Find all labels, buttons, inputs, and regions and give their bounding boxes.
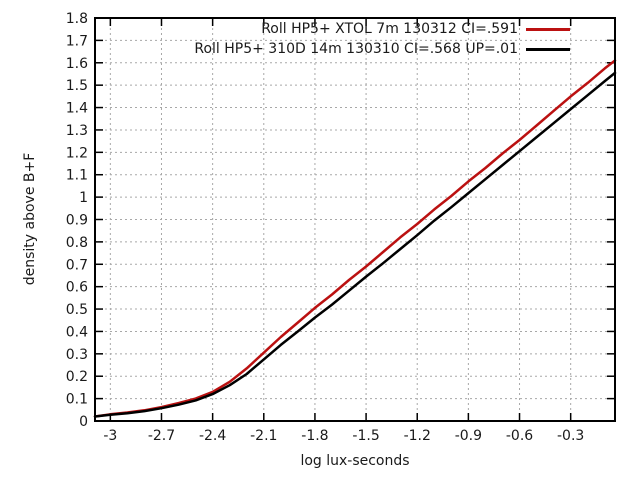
- svg-text:-0.3: -0.3: [557, 428, 584, 444]
- svg-text:-1.2: -1.2: [404, 428, 431, 444]
- svg-text:-1.8: -1.8: [301, 428, 328, 444]
- plot-border: [94, 17, 616, 422]
- legend-entry-black: Roll HP5+ 310D 14m 130310 CI=.568 UP=.01: [194, 39, 570, 59]
- svg-text:-0.9: -0.9: [455, 428, 482, 444]
- svg-text:1.6: 1.6: [66, 56, 88, 72]
- x-tick-labels: -3 -2.7 -2.4 -2.1 -1.8 -1.5 -1.2 -0.9 -0.6 -0.3: [103, 428, 584, 444]
- legend-label-black: Roll HP5+ 310D 14m 130310 CI=.568 UP=.01: [194, 41, 518, 57]
- svg-text:0.8: 0.8: [66, 235, 88, 251]
- svg-text:1.5: 1.5: [66, 78, 88, 94]
- svg-text:1: 1: [79, 190, 88, 206]
- svg-text:1.3: 1.3: [66, 123, 88, 139]
- svg-text:1.2: 1.2: [66, 145, 88, 161]
- legend-label-red: Roll HP5+ XTOL 7m 130312 CI=.591: [261, 21, 518, 37]
- svg-text:0.9: 0.9: [66, 213, 88, 229]
- series-curve-0: [93, 59, 617, 418]
- legend: Roll HP5+ XTOL 7m 130312 CI=.591 Roll HP…: [194, 19, 570, 59]
- svg-text:-2.1: -2.1: [250, 428, 277, 444]
- svg-text:0: 0: [79, 414, 88, 430]
- svg-text:0.6: 0.6: [66, 280, 88, 296]
- svg-text:-1.5: -1.5: [352, 428, 379, 444]
- svg-text:-3: -3: [103, 428, 117, 444]
- x-axis-title: log lux-seconds: [300, 453, 410, 469]
- svg-text:-2.7: -2.7: [148, 428, 175, 444]
- svg-text:0.4: 0.4: [66, 324, 88, 340]
- legend-line-sample-black: [526, 47, 570, 51]
- legend-line-sample-red: [526, 27, 570, 31]
- svg-text:0.3: 0.3: [66, 347, 88, 363]
- svg-text:1.4: 1.4: [66, 101, 88, 117]
- svg-text:1.7: 1.7: [66, 33, 88, 49]
- svg-text:1.1: 1.1: [66, 168, 88, 184]
- svg-text:0.2: 0.2: [66, 369, 88, 385]
- y-axis-title: density above B+F: [22, 152, 38, 286]
- gridlines: [95, 17, 615, 421]
- svg-text:1.8: 1.8: [66, 11, 88, 27]
- series-curve-1: [93, 71, 617, 418]
- svg-text:0.1: 0.1: [66, 392, 88, 408]
- svg-text:0.5: 0.5: [66, 302, 88, 318]
- svg-text:-2.4: -2.4: [199, 428, 226, 444]
- svg-text:-0.6: -0.6: [506, 428, 533, 444]
- legend-entry-red: Roll HP5+ XTOL 7m 130312 CI=.591: [194, 19, 570, 39]
- y-tick-labels: 0 0.1 0.2 0.3 0.4 0.5 0.6 0.7 0.8 0.9 1 1.1 1.2 1.3 1.…: [66, 11, 88, 430]
- svg-text:0.7: 0.7: [66, 257, 88, 273]
